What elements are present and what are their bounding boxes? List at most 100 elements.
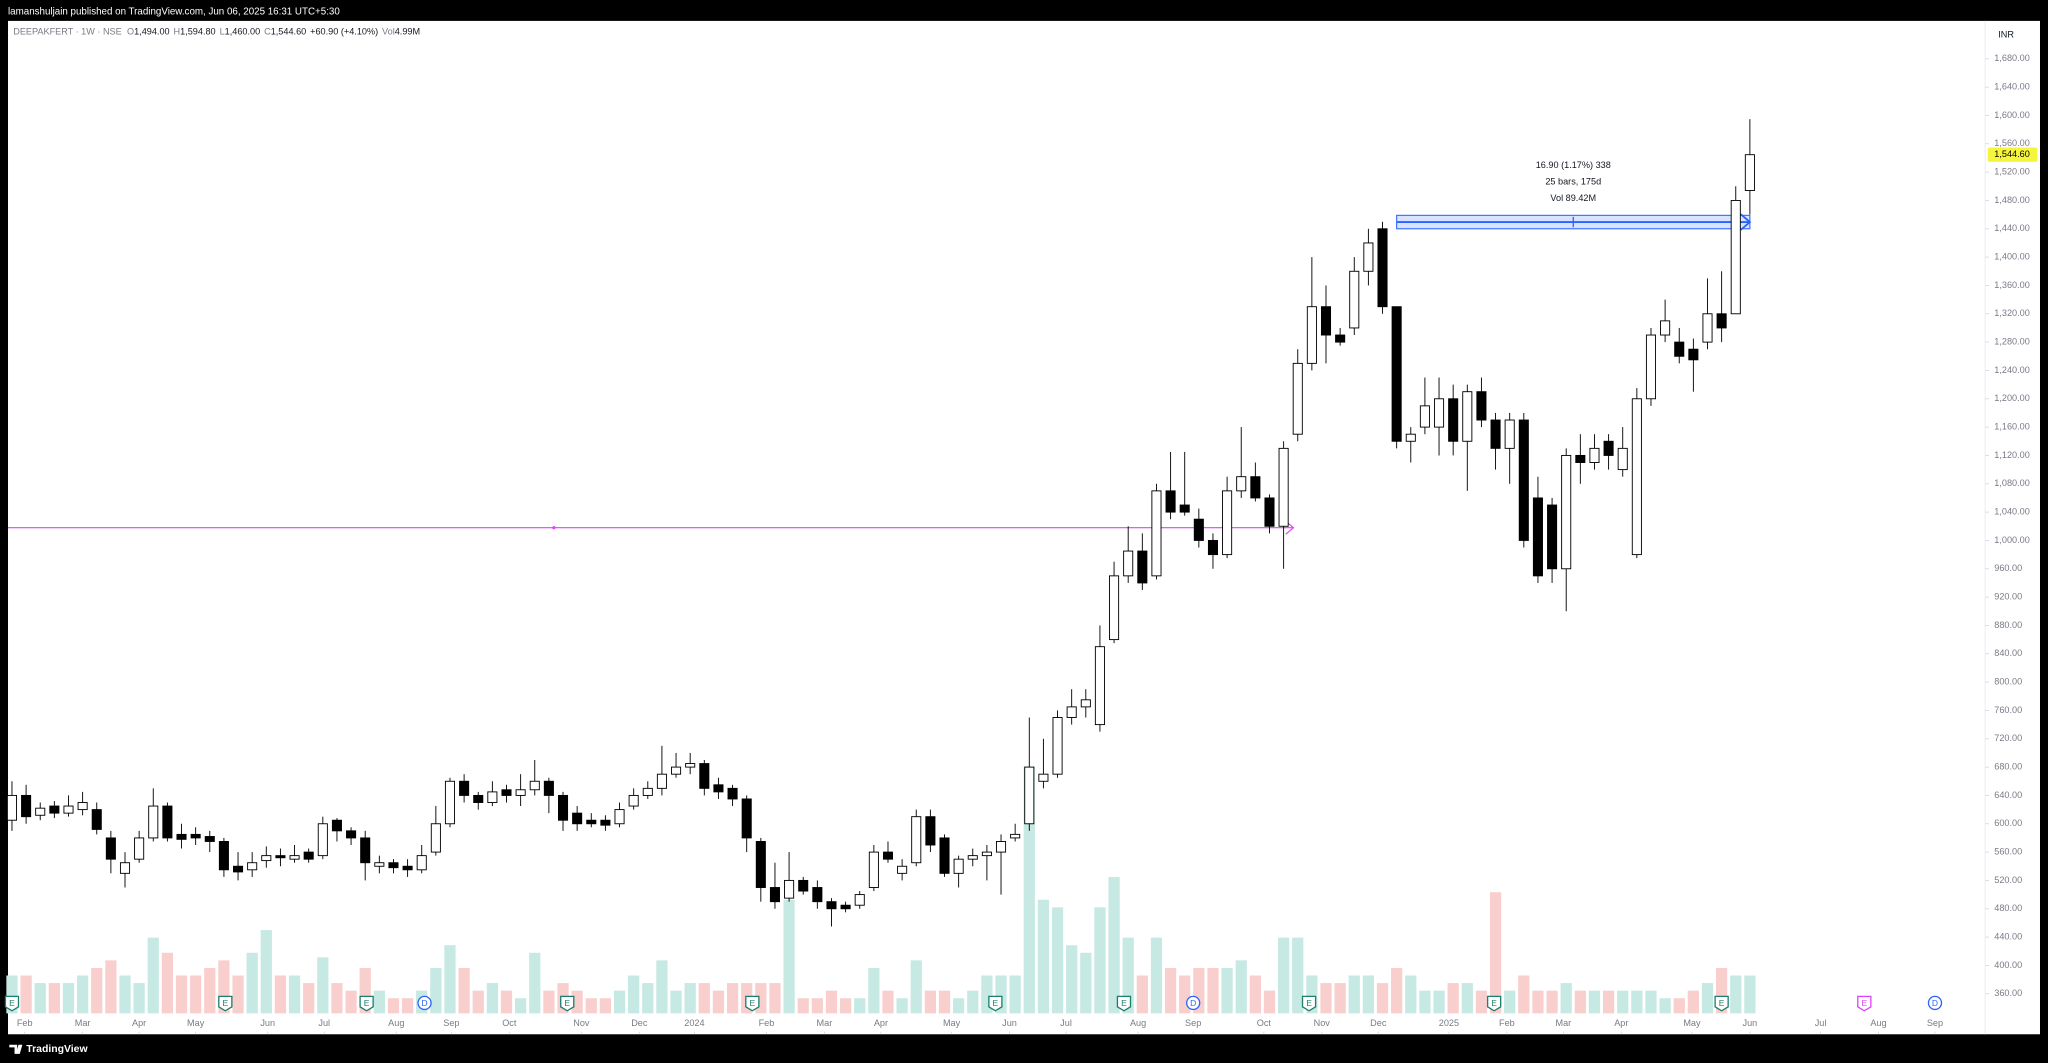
footer-text: TradingView [26, 1044, 88, 1055]
y-tick-label: 1,240.00 [1994, 365, 2030, 375]
volume-bar [1518, 975, 1530, 1014]
candle-body [1462, 391, 1473, 442]
volume-bar [500, 990, 513, 1014]
candle-body [854, 894, 865, 906]
volume-bar [345, 990, 357, 1014]
symbol: DEEPAKFERT · 1W · NSE [13, 27, 122, 37]
volume-bar [825, 990, 838, 1014]
candle-body [671, 766, 682, 775]
candle-body [501, 789, 512, 796]
volume-bar [797, 998, 809, 1014]
volume-bar [62, 983, 75, 1014]
candle-body [1094, 646, 1105, 726]
candle-body [685, 763, 696, 768]
candle-body [303, 851, 314, 860]
candle-body [1278, 447, 1289, 527]
volume-bar [769, 983, 781, 1014]
y-tick-label: 1,360.00 [1994, 280, 2030, 290]
x-tick-label: Sep [1185, 1018, 1201, 1028]
candle-body [1490, 419, 1501, 449]
event-label: E [750, 998, 756, 1008]
candle-body [897, 865, 908, 874]
volume-bar [712, 990, 725, 1014]
volume-bar [529, 952, 541, 1014]
x-tick-label: Feb [17, 1018, 33, 1028]
y-tick-label: 760.00 [1994, 705, 2022, 715]
volume-bar [1504, 990, 1516, 1014]
candle-body [1292, 362, 1303, 435]
event-label: E [993, 998, 999, 1008]
y-tick-label: 1,160.00 [1994, 422, 2030, 432]
y-tick-label: 1,600.00 [1994, 110, 2030, 120]
volume-bar [599, 998, 612, 1014]
volume-bar [1136, 975, 1148, 1014]
measure-arrowhead [1740, 213, 1752, 231]
candle-body [331, 819, 342, 832]
volume-bar [486, 983, 498, 1014]
volume-bar [1277, 937, 1290, 1014]
volume-bar [854, 998, 866, 1014]
candle-body [727, 787, 738, 800]
legend-key: L [220, 27, 225, 37]
volume-bar [1051, 907, 1064, 1014]
legend-key: H [174, 27, 181, 37]
candle-body [1702, 313, 1713, 343]
candle-body [204, 836, 215, 842]
volume-bar [1631, 990, 1643, 1014]
legend-change: +60.90 (+4.10%) [310, 27, 378, 37]
candle-body [105, 837, 116, 860]
legend-key: C [264, 27, 271, 37]
candle-body [586, 819, 597, 825]
y-tick-label: 1,520.00 [1994, 167, 2030, 177]
volume-bar [882, 990, 894, 1014]
volume-bar [1602, 990, 1615, 1014]
y-tick-label: 560.00 [1994, 847, 2022, 857]
y-tick-label: 1,000.00 [1994, 535, 2030, 545]
volume-bar [938, 990, 951, 1014]
volume-bar [260, 930, 272, 1014]
event-marker [4, 995, 20, 1012]
volume-bar [868, 967, 880, 1014]
last-price-box [1987, 147, 2038, 162]
y-tick-label: 1,440.00 [1994, 223, 2030, 233]
event-marker [218, 995, 233, 1012]
volume-bar [755, 983, 767, 1014]
candle-body [1335, 334, 1346, 343]
volume-bar [1094, 907, 1106, 1014]
measure-label: 25 bars, 175d [1545, 176, 1601, 186]
volume-bar [1362, 975, 1375, 1014]
candle-body [656, 773, 667, 789]
volume-bar [670, 990, 682, 1014]
candle-body [1547, 504, 1558, 570]
x-tick-label: Feb [759, 1018, 775, 1028]
volume-bar [161, 952, 174, 1014]
candle-body [995, 841, 1007, 853]
measure-label: Vol 89.42M [1550, 193, 1596, 203]
volume-bar [133, 983, 145, 1014]
candle-body [868, 851, 879, 888]
candle-body [1518, 419, 1529, 541]
volume-bar [204, 967, 216, 1014]
candle-body [882, 851, 894, 860]
volume-bar [147, 937, 159, 1014]
candle-body [247, 862, 258, 871]
y-tick-label: 1,400.00 [1994, 252, 2030, 262]
y-tick-label: 680.00 [1994, 762, 2022, 772]
volume-bar [472, 990, 484, 1014]
y-tick-label: 440.00 [1994, 932, 2022, 942]
event-marker [1186, 995, 1201, 1011]
x-tick-label: Aug [1130, 1018, 1146, 1028]
event-marker [359, 995, 374, 1012]
volume-bar [924, 990, 936, 1014]
volume-bar [303, 983, 315, 1014]
volume-bar [783, 899, 795, 1014]
volume-bar [1574, 990, 1586, 1014]
volume-bar [1122, 937, 1134, 1014]
candle-body [1617, 447, 1628, 471]
candle-body [953, 858, 964, 874]
volume-bar [1193, 967, 1205, 1014]
x-tick-label: Nov [573, 1018, 590, 1028]
volume-bar [1588, 990, 1601, 1014]
candle-body [840, 904, 851, 910]
